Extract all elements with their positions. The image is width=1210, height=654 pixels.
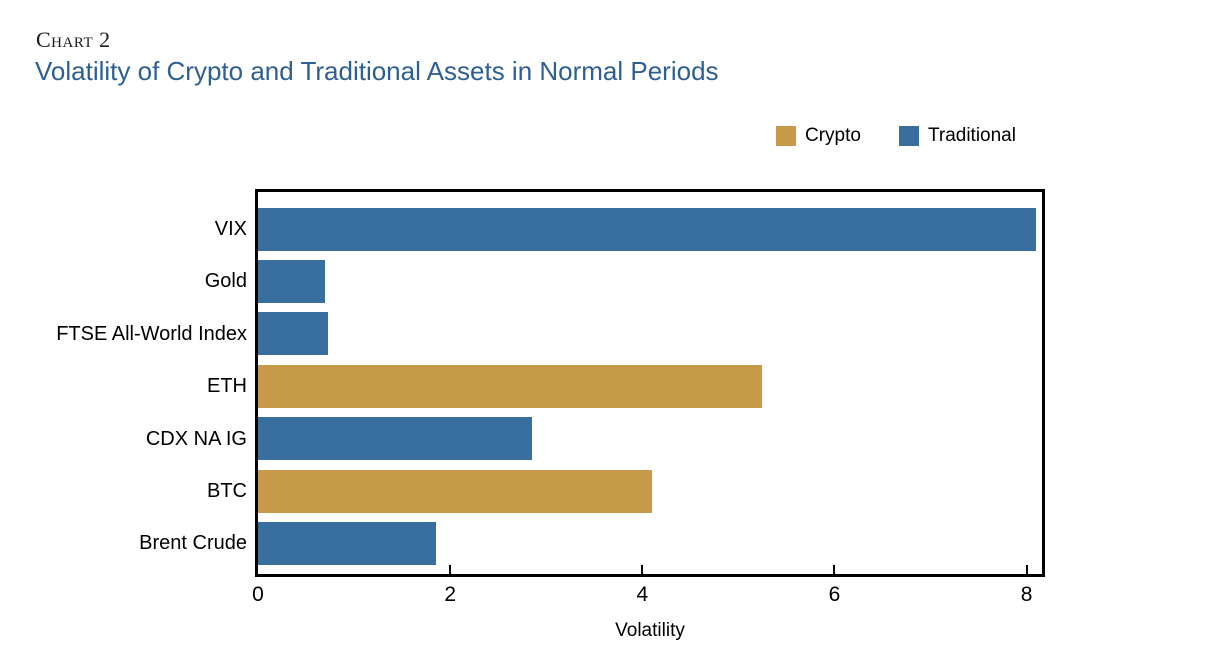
category-label-vix: VIX — [214, 218, 247, 240]
legend-swatch-traditional — [898, 126, 919, 146]
legend-label: Crypto — [805, 125, 861, 146]
x-tick-6 — [833, 565, 836, 574]
category-label-gold: Gold — [204, 270, 247, 293]
bar-btc — [258, 469, 652, 513]
category-label-cdx-na-ig: CDX NA IG — [145, 427, 247, 450]
category-label-ftse-all-world-index: FTSE All-World Index — [56, 322, 247, 345]
x-tick-4 — [641, 565, 644, 574]
legend-label: Traditional — [927, 125, 1016, 146]
legend-swatch-crypto — [776, 126, 796, 146]
x-tick-label-8: 8 — [1020, 583, 1033, 606]
bar-brent-crude — [258, 521, 436, 565]
category-label-brent-crude: Brent Crude — [139, 532, 247, 555]
x-tick-8 — [1025, 565, 1028, 574]
x-axis-label: Volatility — [615, 620, 685, 641]
x-tick-label-0: 0 — [252, 583, 264, 606]
legend: Crypto Traditional — [776, 125, 1016, 147]
x-tick-2 — [449, 565, 452, 574]
bar-cdx-na-ig — [258, 417, 532, 461]
category-label-eth: ETH — [207, 375, 247, 398]
chart-number-label: Chart 2 — [36, 27, 111, 52]
plot-area — [255, 189, 1045, 577]
legend-item-crypto: Crypto — [776, 125, 861, 147]
x-tick-label-2: 2 — [444, 583, 456, 606]
x-tick-label-4: 4 — [636, 583, 649, 606]
category-label-btc: BTC — [207, 480, 247, 502]
chart-title: Volatility of Crypto and Traditional Ass… — [35, 56, 719, 86]
bar-eth — [258, 364, 763, 408]
x-tick-label-6: 6 — [828, 583, 841, 606]
bar-vix — [258, 207, 1037, 251]
bar-ftse-all-world-index — [258, 312, 329, 356]
legend-item-traditional: Traditional — [898, 125, 1016, 147]
bar-gold — [258, 259, 326, 303]
